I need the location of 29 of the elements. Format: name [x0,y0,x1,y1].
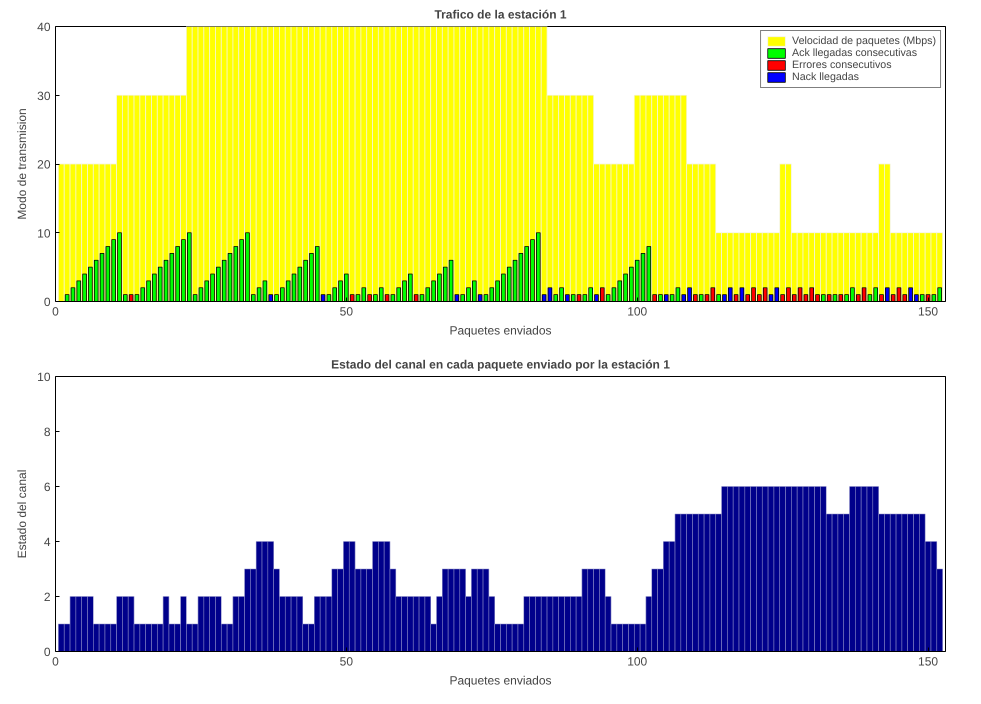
y-tick-label: 0 [44,295,51,309]
y-tick-label: 0 [44,645,51,659]
x-tick-label: 0 [52,654,60,668]
y-tick-label: 40 [37,20,51,34]
y-tick-label: 4 [44,535,51,549]
chart-title: Estado del canal en cada paquete enviado por la estación 1 [331,358,670,372]
x-tick-label: 100 [627,304,648,318]
x-tick-label: 150 [918,304,938,318]
legend-label: Velocidad de paquetes (Mbps) [792,35,936,47]
y-tick-label: 6 [44,480,51,494]
x-tick-label: 100 [627,654,648,668]
x-tick-label: 150 [918,654,938,668]
x-tick-label: 50 [340,654,354,668]
legend-label: Nack llegadas [792,71,859,83]
y-tick-label: 10 [37,370,51,384]
y-tick-label: 30 [37,88,51,103]
y-axis-title: Estado del canal [15,470,30,558]
x-axis-title: Paquetes enviados [449,324,552,338]
y-tick-label: 2 [44,590,51,604]
y-axis-title: Modo de transmision [15,108,30,220]
x-axis-title: Paquetes enviados [449,674,552,688]
y-tick-label: 20 [37,158,51,172]
chart-title: Trafico de la estación 1 [434,8,567,22]
x-tick-label: 50 [340,304,354,318]
y-tick-label: 8 [44,425,51,439]
legend-label: Ack llegadas consecutivas [792,47,918,59]
legend-label: Errores consecutivos [792,59,892,71]
x-tick-label: 0 [52,304,60,318]
y-tick-label: 10 [37,226,51,240]
